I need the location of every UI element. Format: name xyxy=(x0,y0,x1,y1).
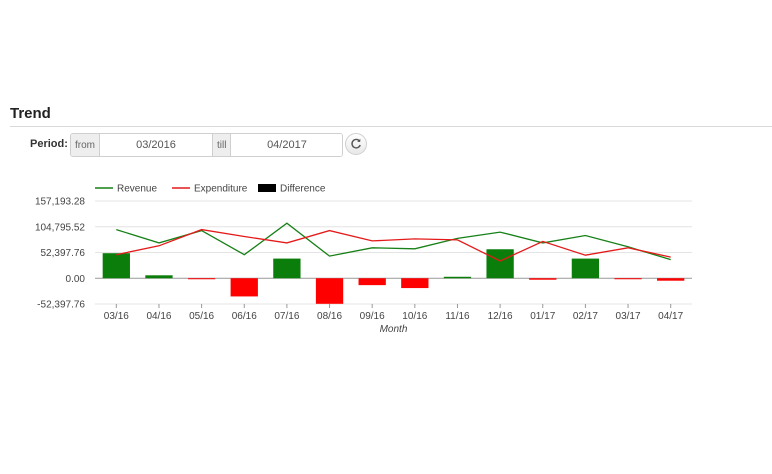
period-from-input[interactable] xyxy=(100,134,212,156)
difference-bar[interactable] xyxy=(187,278,216,280)
difference-bar[interactable] xyxy=(273,258,301,279)
difference-bar[interactable] xyxy=(571,258,600,279)
legend-label[interactable]: Difference xyxy=(280,184,326,195)
y-tick-label: -52,397.76 xyxy=(37,300,85,311)
page-title: Trend xyxy=(10,105,51,122)
difference-bar[interactable] xyxy=(230,278,258,297)
difference-bar[interactable] xyxy=(315,278,344,304)
y-tick-label: 0.00 xyxy=(66,274,86,285)
legend-label[interactable]: Revenue xyxy=(117,184,157,195)
y-tick-label: 52,397.76 xyxy=(41,248,86,259)
difference-bar[interactable] xyxy=(401,278,429,289)
period-till-input[interactable] xyxy=(231,134,343,156)
period-label: Period: xyxy=(30,138,68,150)
difference-bar[interactable] xyxy=(358,278,386,286)
x-tick-label: 05/16 xyxy=(189,311,214,322)
section-divider xyxy=(10,126,772,127)
x-tick-label: 03/16 xyxy=(104,311,129,322)
y-tick-label: 157,193.28 xyxy=(35,197,85,208)
till-addon-label: till xyxy=(212,134,232,156)
refresh-icon xyxy=(350,138,362,150)
x-tick-label: 03/17 xyxy=(616,311,641,322)
difference-bar[interactable] xyxy=(443,276,472,279)
x-tick-label: 08/16 xyxy=(317,311,342,322)
x-tick-label: 02/17 xyxy=(573,311,598,322)
refresh-button[interactable] xyxy=(345,133,367,155)
difference-bar[interactable] xyxy=(657,278,685,281)
expenditure-line[interactable] xyxy=(116,228,671,262)
difference-bar[interactable] xyxy=(102,253,130,279)
x-axis-title: Month xyxy=(380,324,408,335)
from-addon-label: from xyxy=(71,134,100,156)
x-tick-label: 11/16 xyxy=(445,311,470,322)
x-tick-label: 06/16 xyxy=(232,311,257,322)
period-range-group: from till xyxy=(70,133,344,157)
revenue-line[interactable] xyxy=(116,222,671,261)
difference-bar[interactable] xyxy=(614,278,642,280)
difference-bar[interactable] xyxy=(145,275,173,279)
x-tick-label: 04/17 xyxy=(658,311,683,322)
x-tick-label: 10/16 xyxy=(402,311,427,322)
x-tick-label: 09/16 xyxy=(360,311,385,322)
x-tick-label: 12/16 xyxy=(488,311,513,322)
difference-bar[interactable] xyxy=(486,249,514,279)
y-tick-label: 104,795.52 xyxy=(35,222,85,233)
x-tick-label: 04/16 xyxy=(146,311,171,322)
x-tick-label: 01/17 xyxy=(530,311,555,322)
legend-label[interactable]: Expenditure xyxy=(194,184,248,195)
difference-bar[interactable] xyxy=(529,278,557,280)
legend-swatch xyxy=(258,184,276,192)
x-tick-label: 07/16 xyxy=(274,311,299,322)
